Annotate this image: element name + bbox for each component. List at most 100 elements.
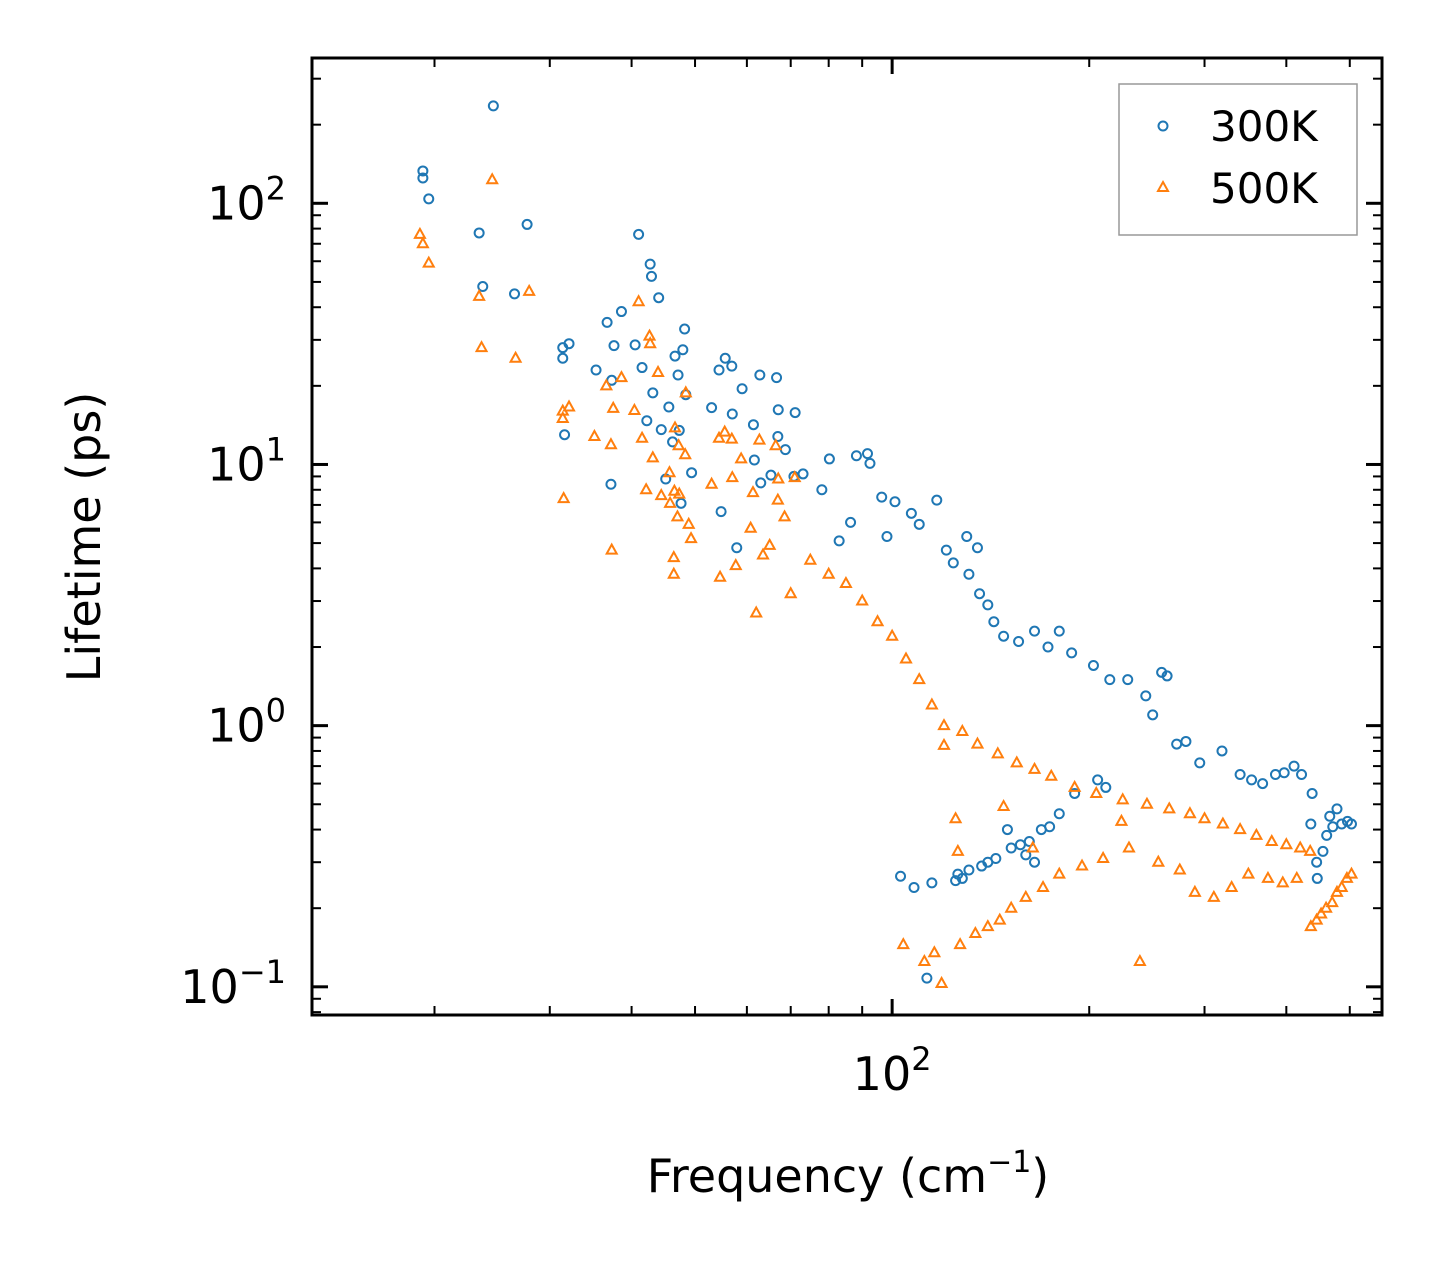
data-point-500k	[1067, 779, 1082, 792]
data-point-500k	[1265, 833, 1279, 847]
data-point-500k	[1216, 816, 1230, 829]
data-point-500k	[1052, 866, 1066, 879]
data-point-300k	[647, 387, 659, 399]
data-point-300k	[715, 506, 727, 518]
data-point-500k	[968, 925, 983, 939]
data-point-300k	[913, 518, 925, 530]
data-point-300k	[1306, 787, 1318, 799]
data-point-300k	[1194, 757, 1206, 769]
data-point-300k	[1053, 625, 1065, 637]
data-point-500k	[1044, 768, 1058, 781]
data-point-300k	[1020, 849, 1032, 861]
data-point-300k	[663, 401, 675, 413]
data-point-300k	[926, 877, 938, 889]
data-point-300k	[1246, 774, 1258, 786]
data-point-300k	[473, 227, 485, 239]
data-point-500k	[1261, 870, 1275, 883]
data-point-500k	[474, 340, 489, 353]
data-point-500k	[899, 651, 913, 664]
data-point-500k	[934, 975, 949, 988]
data-point-300k	[509, 288, 521, 300]
data-point-300k	[1092, 774, 1104, 786]
data-point-500k	[821, 566, 836, 579]
data-point-300k	[881, 530, 893, 542]
data-point-300k	[845, 516, 857, 528]
data-point-500k	[667, 483, 682, 496]
data-point-500k	[1140, 796, 1154, 809]
data-point-500k	[734, 451, 748, 464]
data-point-500k	[1004, 900, 1018, 913]
data-point-300k	[1001, 824, 1013, 836]
data-point-500k	[725, 470, 739, 483]
data-point-300k	[706, 402, 718, 414]
data-point-500k	[646, 450, 660, 463]
data-point-300k	[963, 864, 975, 876]
y-axis-title: Lifetime (ps)	[57, 392, 111, 683]
y-tick-label: 101	[207, 430, 286, 491]
data-point-500k	[788, 470, 802, 483]
data-point-500k	[1096, 850, 1110, 863]
data-point-500k	[416, 236, 430, 249]
data-point-300k	[931, 494, 943, 506]
data-point-500k	[678, 447, 692, 460]
data-point-300k	[1069, 787, 1081, 799]
data-point-300k	[1296, 769, 1308, 781]
data-point-500k	[937, 737, 951, 750]
data-point-300k	[1122, 674, 1134, 686]
data-point-300k	[1234, 769, 1246, 781]
data-point-300k	[731, 542, 743, 554]
data-point-500k	[771, 471, 785, 484]
data-point-300k	[895, 870, 907, 882]
data-point-300k	[629, 339, 641, 351]
data-point-500k	[1314, 906, 1328, 919]
data-point-300k	[1324, 810, 1336, 822]
data-point-300k	[961, 530, 973, 542]
data-point-300k	[1147, 709, 1159, 721]
data-point-500k	[1089, 785, 1103, 798]
data-point-500k	[651, 364, 665, 377]
data-point-500k	[948, 811, 963, 824]
data-point-500k	[712, 430, 726, 443]
data-point-300k	[876, 491, 888, 503]
data-point-300k	[1042, 641, 1054, 653]
data-point-300k	[747, 419, 759, 431]
data-point-500k	[756, 547, 770, 560]
data-point-300k	[608, 340, 620, 352]
y-tick-label: 10−1	[180, 953, 286, 1014]
data-point-300k	[1104, 674, 1116, 686]
data-point-500k	[1279, 837, 1294, 850]
data-point-500k	[667, 566, 681, 579]
data-point-300k	[950, 875, 962, 887]
data-point-500k	[746, 485, 760, 498]
legend: 300K 500K	[1118, 83, 1358, 236]
data-point-300k	[771, 372, 783, 384]
data-point-500k	[1207, 889, 1221, 902]
data-point-500k	[912, 672, 926, 685]
data-point-500k	[627, 402, 642, 415]
data-point-300k	[990, 852, 1002, 864]
data-point-300k	[713, 364, 725, 376]
data-point-300k	[850, 450, 862, 462]
data-point-300k	[974, 588, 986, 600]
data-point-300k	[988, 616, 1000, 628]
data-point-300k	[833, 535, 845, 547]
data-point-500k	[749, 605, 763, 618]
data-point-500k	[485, 172, 499, 185]
data-point-300k	[557, 352, 569, 364]
data-point-500k	[885, 628, 899, 641]
data-point-300k	[963, 568, 975, 580]
data-point-500k	[679, 385, 693, 398]
data-point-500k	[1010, 755, 1024, 768]
data-point-300k	[1257, 778, 1269, 790]
plot-frame	[310, 56, 1384, 1017]
data-point-300k	[864, 457, 876, 469]
data-point-300k	[772, 404, 784, 416]
data-point-300k	[645, 270, 657, 282]
data-point-500k	[671, 438, 686, 451]
data-point-500k	[1026, 840, 1040, 853]
data-point-500k	[1173, 862, 1187, 875]
data-point-300k	[590, 364, 602, 376]
data-point-300k	[956, 872, 968, 884]
data-point-300k	[521, 218, 533, 230]
data-point-300k	[1216, 745, 1228, 757]
